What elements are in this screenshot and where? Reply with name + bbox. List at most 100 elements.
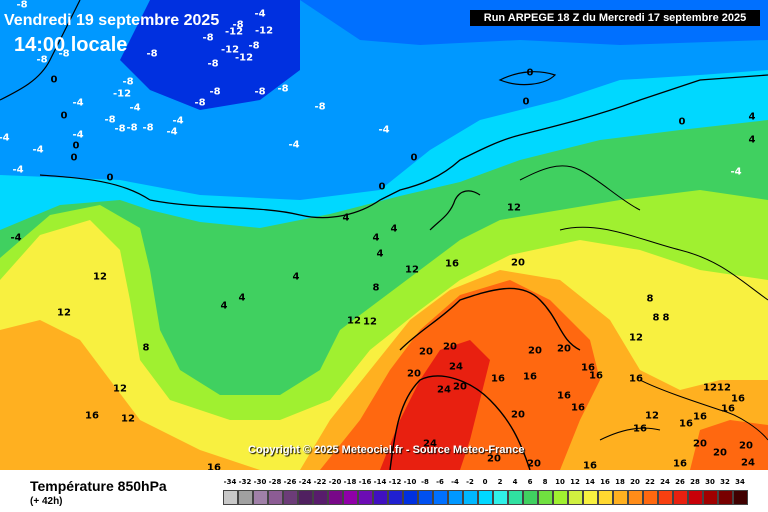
field-band-20-east	[690, 420, 768, 470]
isotherm-label: -8	[207, 58, 219, 70]
isotherm-label: 8	[372, 282, 380, 294]
isotherm-label: 16	[679, 418, 693, 430]
isotherm-label: 4	[292, 271, 300, 283]
isotherm-label: 0	[378, 181, 386, 193]
scale-tick-label: 34	[735, 478, 745, 486]
isotherm-label: -8	[126, 122, 138, 134]
isotherm-label: 16	[491, 373, 505, 385]
isotherm-label: -8	[58, 48, 70, 60]
scale-color-swatch	[733, 490, 748, 505]
isotherm-label: -8	[36, 54, 48, 66]
border-europe	[559, 226, 768, 301]
isotherm-label: 0	[60, 110, 68, 122]
color-scale-legend: -34 -32 -30 -28 -26 -24 -22 -20 -18 -16 -14 -12 -10-…	[223, 478, 753, 510]
scale-color-swatch	[523, 490, 538, 505]
temperature-map: -8 -4 -8 -12 -12 -8 -8 -12 -12 -8 -8 -8 -8 -8 -8 -12 -8-…	[0, 0, 768, 470]
scale-tick-label: -18	[343, 478, 357, 486]
isotherm-label: 16	[571, 402, 585, 414]
isotherm-label: 4	[376, 248, 384, 260]
isotherm-label: -12	[224, 26, 244, 38]
isotherm-label: 4	[748, 111, 756, 123]
coastline-north	[149, 74, 768, 219]
isotherm-label: 20	[453, 381, 467, 393]
isotherm-label: 24	[741, 457, 755, 469]
isotherm-label: 16	[693, 411, 707, 423]
isotherm-label: 0	[410, 152, 418, 164]
forecast-time: 14:00 locale	[14, 34, 128, 56]
isotherm-label: 20	[739, 440, 753, 452]
scale-tick-label: -24	[298, 478, 312, 486]
isotherm-label: 16	[589, 370, 603, 382]
isotherm-label: 4	[372, 232, 380, 244]
scale-color-swatch	[283, 490, 298, 505]
isotherm-label: -8	[142, 122, 154, 134]
isotherm-label: -12	[220, 44, 240, 56]
isotherm-label: 16	[523, 371, 537, 383]
temperature-field	[0, 0, 768, 470]
scale-tick-label: -4	[451, 478, 459, 486]
isotherm-label: 0	[526, 67, 534, 79]
isotherm-label: -8	[16, 0, 28, 11]
isotherm-label: 8	[662, 312, 670, 324]
scale-color-swatch	[463, 490, 478, 505]
isotherm-label: 16	[673, 458, 687, 470]
isotherm-label: 20	[419, 346, 433, 358]
isotherm-label: 12	[405, 264, 419, 276]
scale-color-swatch	[598, 490, 613, 505]
map-footer: Température 850hPa (+ 42h) -34 -32 -30 -28-…	[0, 470, 768, 512]
isotherm-label: -4	[72, 129, 84, 141]
scale-tick-label: 22	[645, 478, 655, 486]
scale-color-swatch	[313, 490, 328, 505]
scale-tick-label: 30	[705, 478, 715, 486]
lead-time: (+ 42h)	[30, 496, 63, 507]
scale-color-swatch	[433, 490, 448, 505]
isotherm-label: -8	[146, 48, 158, 60]
scale-color-swatch	[418, 490, 433, 505]
isotherm-label: 4	[748, 134, 756, 146]
scale-color-swatch	[328, 490, 343, 505]
scale-color-swatch	[448, 490, 463, 505]
scale-color-swatch	[253, 490, 268, 505]
isotherm-label: 20	[407, 368, 421, 380]
forecast-date: Vendredi 19 septembre 2025	[4, 12, 220, 29]
coastline-scandinavia	[519, 165, 641, 211]
isotherm-label: 12	[93, 271, 107, 283]
scale-tick-label: 8	[542, 478, 548, 486]
isotherm-label: -4	[378, 124, 390, 136]
scale-color-swatch	[478, 490, 493, 505]
isotherm-label: -4	[172, 115, 184, 127]
field-band-24	[380, 340, 490, 470]
isotherm-label: -8	[254, 86, 266, 98]
isotherm-label: 16	[85, 410, 99, 422]
isotherm-label: 0	[678, 116, 686, 128]
scale-tick-label: -8	[421, 478, 429, 486]
scale-tick-label: 24	[660, 478, 670, 486]
scale-color-swatch	[658, 490, 673, 505]
scale-tick-label: 10	[555, 478, 565, 486]
isotherm-label: -8	[114, 123, 126, 135]
isotherm-label: 0	[50, 74, 58, 86]
field-band-16-west	[0, 320, 260, 470]
isotherm-label: -4	[254, 8, 266, 20]
isotherm-label: -4	[32, 144, 44, 156]
run-info-banner: Run ARPEGE 18 Z du Mercredi 17 septembre…	[470, 10, 760, 26]
parameter-title: Température 850hPa	[30, 478, 167, 494]
isotherm-label: 20	[557, 343, 571, 355]
isotherm-label: -12	[112, 88, 132, 100]
isotherm-label: -8	[202, 32, 214, 44]
isotherm-label: 16	[207, 462, 221, 471]
isotherm-label: 16	[731, 393, 745, 405]
isotherm-label: 16	[581, 362, 595, 374]
isotherm-label: 12	[703, 382, 717, 394]
isotherm-label: -8	[122, 76, 134, 88]
isotherm-label: 24	[437, 384, 451, 396]
isotherm-label: 24	[449, 361, 463, 373]
scale-color-swatch	[673, 490, 688, 505]
scale-color-swatch	[373, 490, 388, 505]
coastline-greenland	[0, 0, 81, 101]
isotherm-label: 0	[106, 172, 114, 184]
isotherm-label: -12	[234, 52, 254, 64]
isotherm-label: -4	[10, 232, 22, 244]
isotherm-label: -4	[0, 132, 10, 144]
scale-tick-label: 0	[482, 478, 488, 486]
